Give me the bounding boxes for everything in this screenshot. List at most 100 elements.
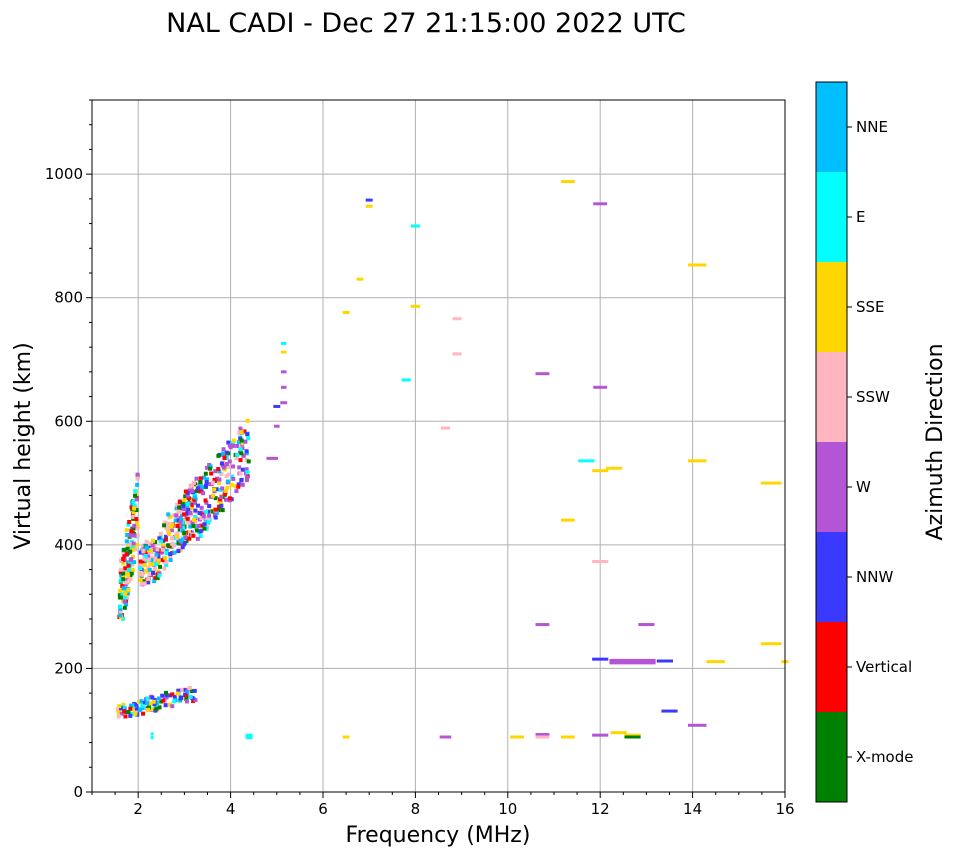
echo-point [238, 458, 243, 463]
echo-segment [440, 426, 451, 430]
echo-point [175, 534, 180, 539]
echo-point [206, 520, 211, 525]
echo-point [171, 513, 176, 518]
echo-point [173, 518, 178, 523]
echo-point [129, 571, 134, 576]
echo-point [178, 520, 183, 525]
echo-segment [535, 735, 550, 739]
echo-point [158, 564, 163, 569]
echo-segment [760, 642, 782, 646]
echo-point [213, 515, 218, 520]
echo-point [176, 541, 181, 546]
colorbar-label: SSE [856, 298, 885, 316]
echo-point [134, 517, 139, 522]
colorbar-swatch [816, 172, 847, 262]
echo-point [166, 512, 171, 517]
echo-point [140, 705, 145, 710]
colorbar-label: Vertical [856, 658, 912, 676]
echo-point [153, 556, 158, 561]
colorbar-swatch [816, 712, 847, 802]
echo-point [151, 699, 156, 704]
echo-point [227, 459, 232, 464]
echo-point [117, 704, 122, 709]
echo-point [212, 487, 217, 492]
echo-point [122, 547, 127, 552]
echo-point [192, 497, 197, 502]
chart-title: NAL CADI - Dec 27 21:15:00 2022 UTC [166, 8, 686, 39]
echo-segment [410, 224, 421, 228]
echo-point [132, 506, 137, 511]
echo-point [118, 706, 123, 711]
echo-point [244, 478, 249, 483]
echo-point [202, 522, 207, 527]
echo-point [231, 464, 236, 469]
echo-point [135, 476, 140, 481]
echo-point [129, 529, 134, 534]
echo-point [225, 461, 230, 466]
echo-point [244, 449, 249, 454]
x-tick-label: 4 [226, 800, 236, 818]
echo-point [174, 513, 179, 518]
echo-point [237, 430, 242, 435]
echo-point [226, 472, 231, 477]
colorbar-swatch [816, 442, 847, 532]
colorbar-label: SSW [856, 388, 890, 406]
echo-point [199, 516, 204, 521]
echo-point [225, 485, 230, 490]
echo-point [169, 544, 174, 549]
colorbar: X-mode Vertical NNW W SSW SSE E NNE [815, 81, 913, 803]
echo-point [188, 694, 193, 699]
echo-point [231, 440, 236, 445]
echo-point [237, 465, 242, 470]
echo-point [132, 523, 137, 528]
echo-point [122, 706, 127, 711]
echo-point [134, 706, 139, 711]
echo-segment [560, 180, 575, 184]
echo-point [158, 531, 163, 536]
echo-point [169, 528, 174, 533]
echo-point [221, 447, 226, 452]
echo-segment [280, 385, 287, 389]
echo-point [218, 497, 223, 502]
echo-point [184, 504, 189, 509]
echo-point [191, 480, 196, 485]
echo-point [178, 698, 183, 703]
echo-point [184, 697, 189, 702]
echo-point [150, 543, 155, 548]
data-layer [115, 180, 789, 740]
echo-point [214, 487, 219, 492]
echo-point [150, 562, 155, 567]
echo-point [153, 540, 158, 545]
echo-point [128, 574, 133, 579]
echo-point [187, 686, 192, 691]
echo-point [216, 481, 221, 486]
echo-point [244, 457, 249, 462]
echo-point [213, 507, 218, 512]
colorbar-swatch [816, 622, 847, 712]
echo-point [190, 498, 195, 503]
echo-point [163, 555, 168, 560]
echo-point [133, 493, 138, 498]
echo-point [176, 521, 181, 526]
echo-point [138, 563, 143, 568]
echo-segment [609, 658, 656, 662]
echo-segment [280, 401, 288, 405]
echo-point [198, 489, 203, 494]
echo-point [135, 533, 140, 538]
echo-segment [273, 404, 281, 408]
echo-point [130, 707, 135, 712]
echo-point [220, 508, 225, 513]
echo-point [164, 559, 169, 564]
echo-point [185, 493, 190, 498]
echo-point [143, 550, 148, 555]
echo-segment [150, 732, 154, 736]
echo-point [201, 475, 206, 480]
echo-point [224, 450, 229, 455]
echo-point [189, 503, 194, 508]
echo-point [233, 484, 238, 489]
echo-point [244, 467, 249, 472]
echo-point [148, 562, 153, 567]
echo-point [128, 706, 133, 711]
echo-point [142, 563, 147, 568]
echo-point [138, 571, 143, 576]
